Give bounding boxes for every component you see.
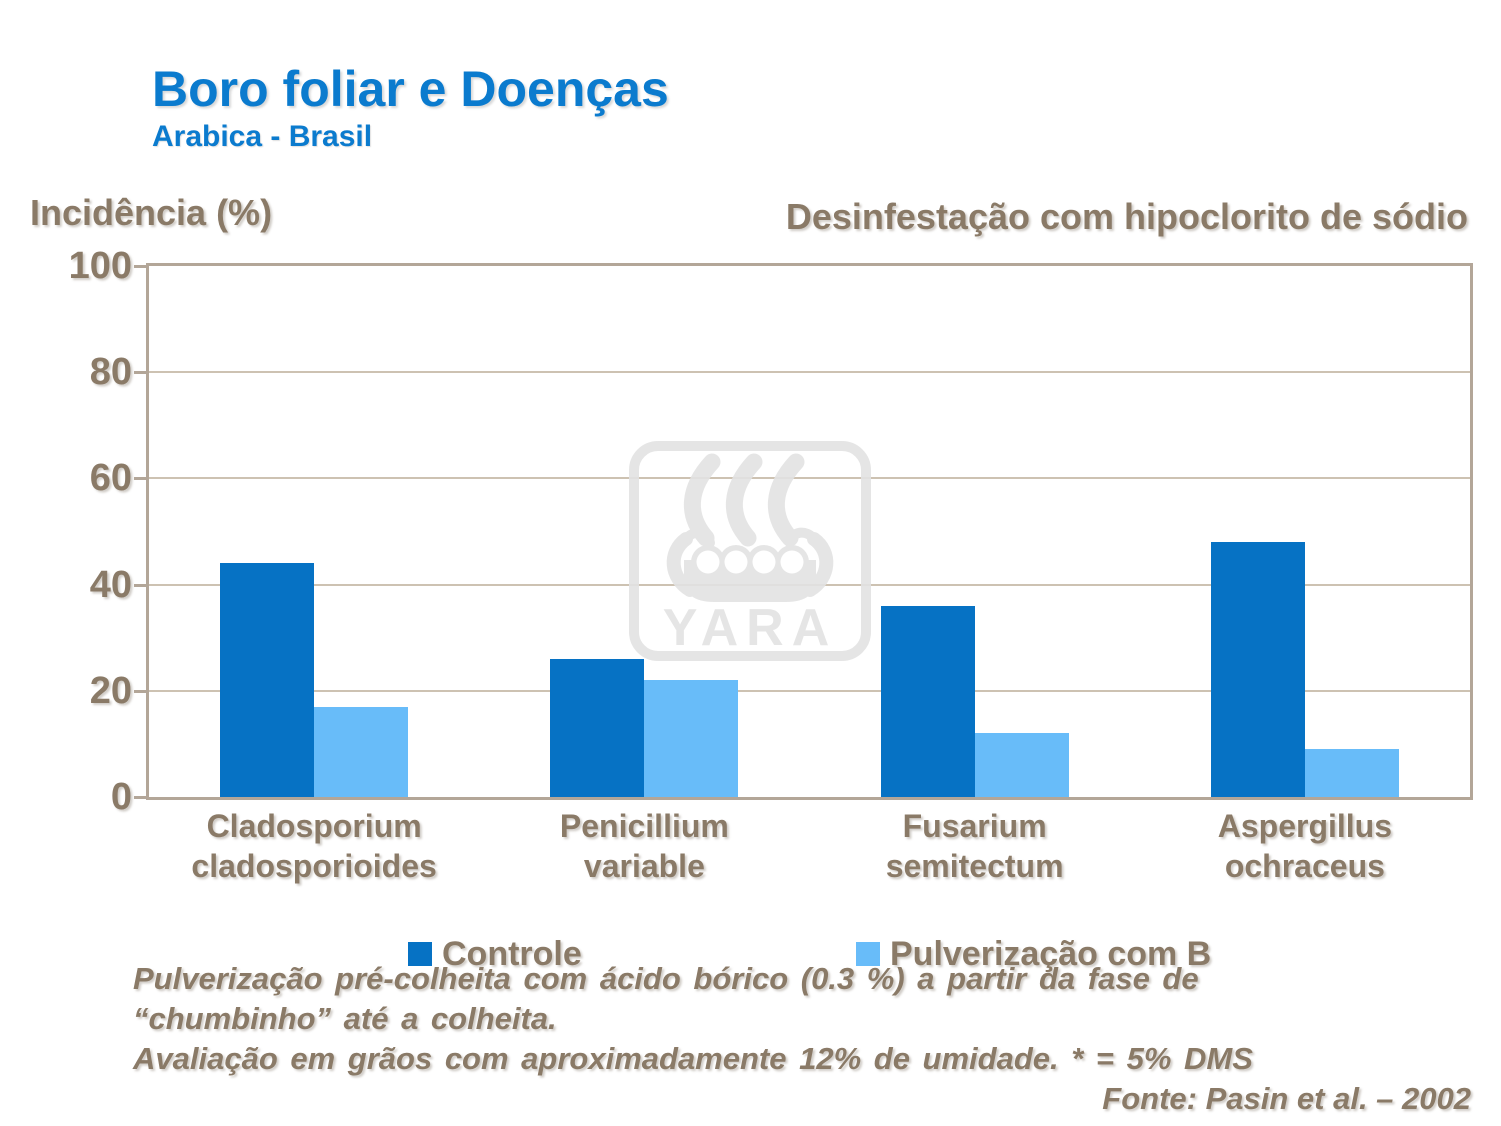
category-label-line: Fusarium [902,808,1047,844]
category-label-line: cladosporioides [191,848,437,884]
category-label: Penicillium variable [479,806,809,886]
watermark-wordmark: YARA [663,599,838,657]
yara-logo-watermark: YARA [629,441,871,661]
y-axis-title: Incidência (%) [30,192,273,233]
y-tick-label: 20 [89,669,132,712]
gridline [149,689,1470,692]
bar-pulverizacao-0 [314,706,409,797]
slide-title: Boro foliar e Doenças [152,61,669,117]
bar-pulverizacao-2 [974,733,1069,797]
y-tick-label: 40 [89,563,132,606]
y-tick-mark [134,689,147,693]
category-label-line: variable [583,848,705,884]
y-tick-label: 80 [89,351,132,394]
y-tick-label: 60 [89,457,132,500]
category-label: Aspergillus ochraceus [1140,806,1470,886]
y-tick-label: 0 [110,776,132,818]
bar-controle-2 [880,605,975,797]
sail-icon [684,453,805,547]
bar-controle-0 [220,563,315,797]
bar-controle-1 [550,658,645,797]
category-label-line: semitectum [885,848,1064,884]
ship-prow-icon [666,527,834,597]
y-tick-mark [134,796,147,799]
footnote-line-1: Pulverização pré-colheita com ácido bóri… [133,961,1199,996]
y-tick-label: 100 [68,245,132,287]
footnote-line-3: Avaliação em grãos com aproximadamente 1… [133,1041,1253,1076]
watermark-frame [629,441,871,661]
legend-label: Controle [442,934,582,973]
plot-area [146,263,1473,800]
gridline [149,371,1470,374]
legend-swatch [856,942,880,966]
y-tick-mark [134,371,147,375]
chart-annotation: Desinfestação com hipoclorito de sódio [785,196,1468,237]
slide-subtitle: Arabica - Brasil [152,120,373,153]
footnote-line-2: “chumbinho” até a colheita. [133,1001,557,1036]
category-label: Cladosporium cladosporioides [149,806,479,886]
legend-item: Controle [408,932,582,976]
bar-pulverizacao-3 [1304,749,1399,797]
category-label-line: Cladosporium [206,808,422,844]
y-tick-mark [134,477,147,481]
legend-item: Pulverização com B [856,932,1211,976]
category-label: Fusarium semitectum [810,806,1140,886]
ship-hull-icon [684,545,816,602]
category-label-line: Penicillium [559,808,729,844]
y-tick-mark [134,265,147,268]
legend-swatch [408,942,432,966]
category-label-line: ochraceus [1224,848,1385,884]
bar-pulverizacao-1 [644,680,739,797]
bar-controle-3 [1210,542,1305,797]
y-tick-mark [134,583,147,587]
source-citation: Fonte: Pasin et al. – 2002 [1102,1081,1471,1116]
legend-label: Pulverização com B [890,934,1212,973]
gridline [149,477,1470,480]
category-label-line: Aspergillus [1217,808,1392,844]
